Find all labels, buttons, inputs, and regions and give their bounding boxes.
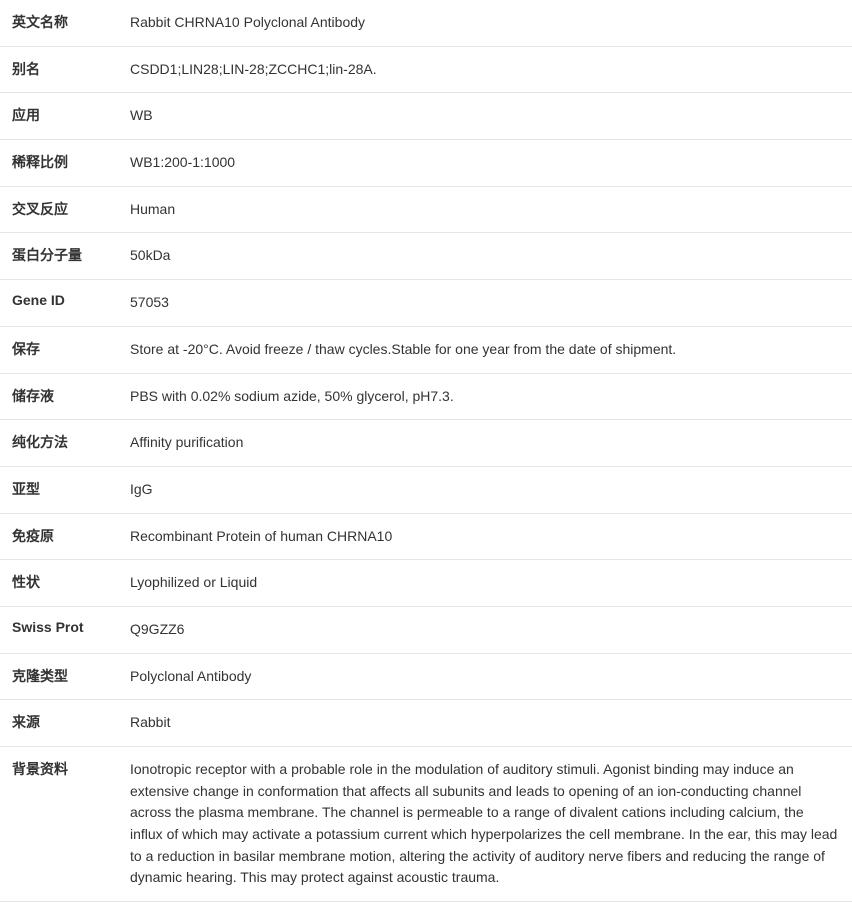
row-label: 性状 (0, 560, 120, 607)
row-value: Q9GZZ6 (120, 606, 852, 653)
table-row: 保存 Store at -20°C. Avoid freeze / thaw c… (0, 326, 852, 373)
table-row: 储存液 PBS with 0.02% sodium azide, 50% gly… (0, 373, 852, 420)
row-value: Polyclonal Antibody (120, 653, 852, 700)
row-value: Recombinant Protein of human CHRNA10 (120, 513, 852, 560)
row-value: Human (120, 186, 852, 233)
row-label: 交叉反应 (0, 186, 120, 233)
row-label: 背景资料 (0, 747, 120, 902)
row-value: 57053 (120, 280, 852, 327)
table-row: 英文名称 Rabbit CHRNA10 Polyclonal Antibody (0, 0, 852, 46)
row-label: 纯化方法 (0, 420, 120, 467)
row-label: 来源 (0, 700, 120, 747)
row-value: 50kDa (120, 233, 852, 280)
row-label: 免疫原 (0, 513, 120, 560)
table-row: Gene ID 57053 (0, 280, 852, 327)
table-row: 应用 WB (0, 93, 852, 140)
table-row: 纯化方法 Affinity purification (0, 420, 852, 467)
table-row: 克隆类型 Polyclonal Antibody (0, 653, 852, 700)
row-label: 别名 (0, 46, 120, 93)
row-value: Affinity purification (120, 420, 852, 467)
row-label: 蛋白分子量 (0, 233, 120, 280)
row-value: IgG (120, 466, 852, 513)
row-value: Rabbit (120, 700, 852, 747)
row-label: 储存液 (0, 373, 120, 420)
row-label: 稀释比例 (0, 140, 120, 187)
table-row: 来源 Rabbit (0, 700, 852, 747)
spec-table-body: 英文名称 Rabbit CHRNA10 Polyclonal Antibody … (0, 0, 852, 902)
row-value: Lyophilized or Liquid (120, 560, 852, 607)
row-value: Rabbit CHRNA10 Polyclonal Antibody (120, 0, 852, 46)
table-row: 别名 CSDD1;LIN28;LIN-28;ZCCHC1;lin-28A. (0, 46, 852, 93)
row-value: WB1:200-1:1000 (120, 140, 852, 187)
table-row: 蛋白分子量 50kDa (0, 233, 852, 280)
row-label: 应用 (0, 93, 120, 140)
row-value: Store at -20°C. Avoid freeze / thaw cycl… (120, 326, 852, 373)
table-row: 免疫原 Recombinant Protein of human CHRNA10 (0, 513, 852, 560)
row-label: Swiss Prot (0, 606, 120, 653)
row-value: Ionotropic receptor with a probable role… (120, 747, 852, 902)
table-row: 稀释比例 WB1:200-1:1000 (0, 140, 852, 187)
row-label: 英文名称 (0, 0, 120, 46)
table-row: 背景资料 Ionotropic receptor with a probable… (0, 747, 852, 902)
table-row: 亚型 IgG (0, 466, 852, 513)
row-value: CSDD1;LIN28;LIN-28;ZCCHC1;lin-28A. (120, 46, 852, 93)
row-label: Gene ID (0, 280, 120, 327)
row-label: 亚型 (0, 466, 120, 513)
row-value: WB (120, 93, 852, 140)
row-value: PBS with 0.02% sodium azide, 50% glycero… (120, 373, 852, 420)
table-row: 性状 Lyophilized or Liquid (0, 560, 852, 607)
row-label: 保存 (0, 326, 120, 373)
row-label: 克隆类型 (0, 653, 120, 700)
table-row: Swiss Prot Q9GZZ6 (0, 606, 852, 653)
table-row: 交叉反应 Human (0, 186, 852, 233)
spec-table: 英文名称 Rabbit CHRNA10 Polyclonal Antibody … (0, 0, 852, 902)
